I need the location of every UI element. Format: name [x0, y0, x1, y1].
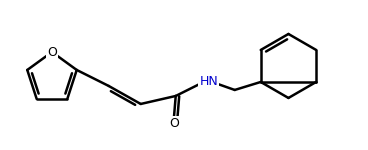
Text: O: O: [169, 117, 179, 130]
Text: HN: HN: [199, 75, 218, 88]
Text: O: O: [47, 45, 57, 58]
